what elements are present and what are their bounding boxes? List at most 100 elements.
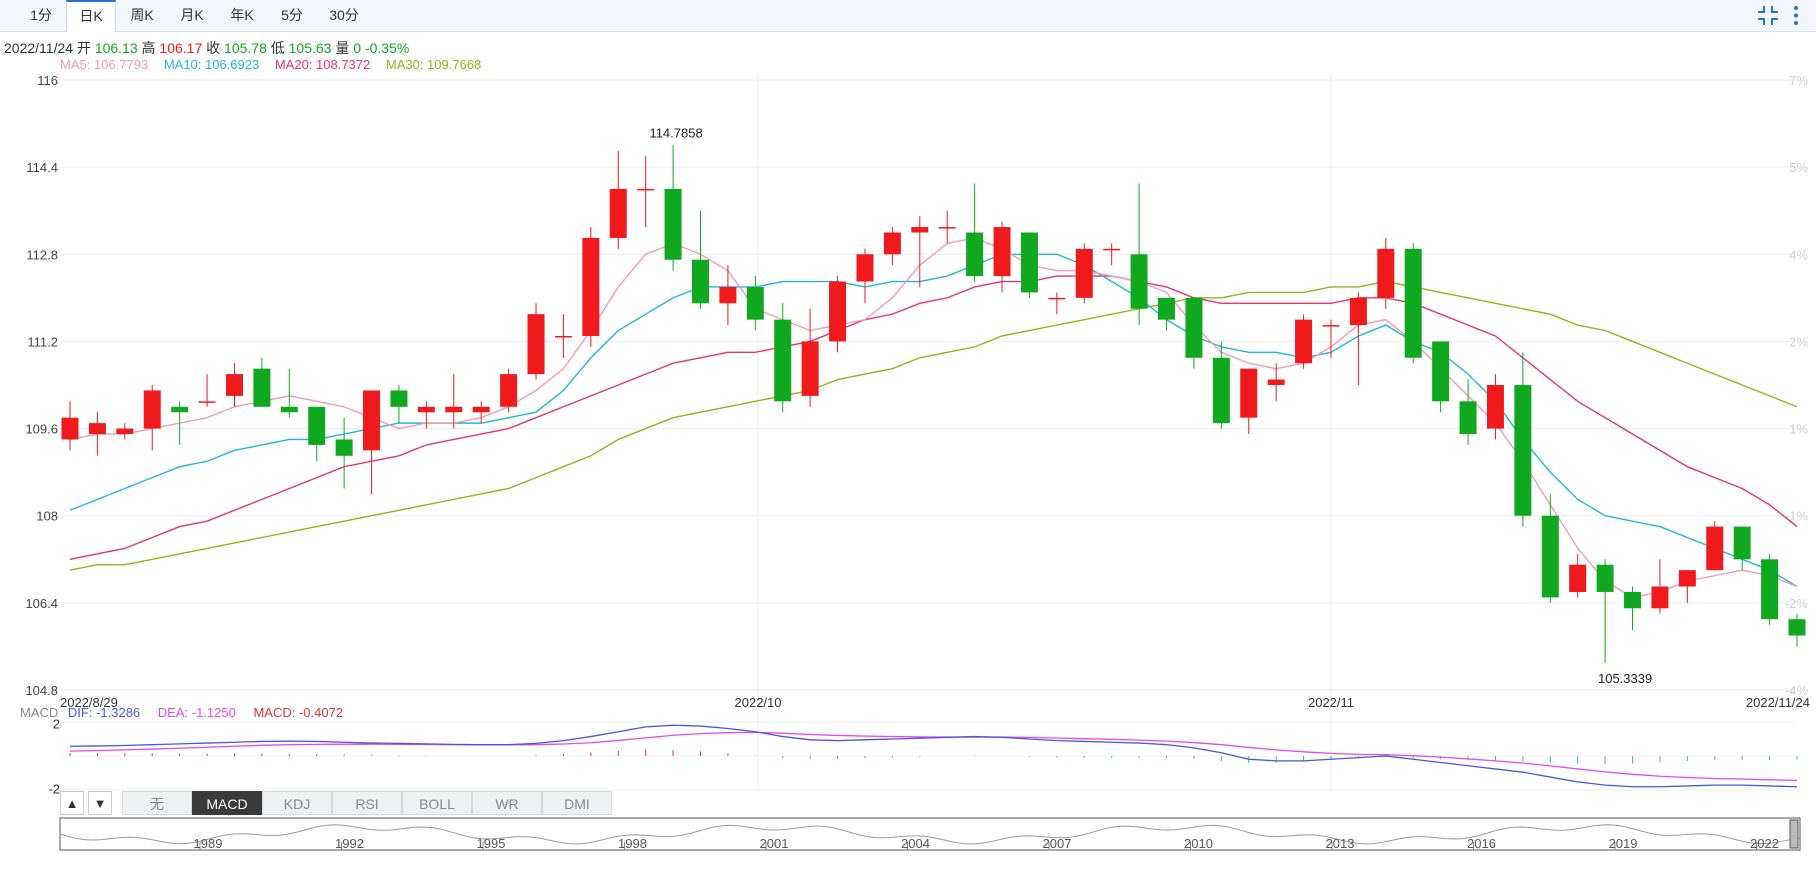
candle-body [280,406,298,413]
tab-1min[interactable]: 1分 [30,7,52,23]
candle-body [1569,564,1587,592]
dif-legend: DIF: -1.3286 [67,705,141,720]
tab-30min[interactable]: 30分 [329,7,359,23]
y-tick-label: 114.4 [26,160,58,175]
overview-year-label: 2007 [1043,836,1072,851]
y-right-tick-label: 4% [1789,247,1808,262]
candle-body [637,188,655,191]
candle-body [143,390,161,429]
ma20-legend: MA20: 108.7372 [274,57,371,72]
tab-weekly-k[interactable]: 周K [130,7,154,23]
candle-body [88,423,106,435]
dif-line [69,724,1798,788]
macd-label: MACD [20,705,59,720]
indicator-macd[interactable]: MACD [192,791,262,815]
y-tick-label: 104.8 [25,683,58,698]
info-date: 2022/11/24 [4,40,74,56]
candle-body [1212,357,1230,424]
overview-year-label: 2019 [1609,836,1638,851]
more-vertical-icon[interactable] [1794,6,1798,25]
candle-body [856,254,874,282]
candle-body [1404,248,1422,358]
macd-panel: 2-2 [48,717,1798,796]
panel-down-arrow-icon[interactable]: ▼ [88,791,112,815]
candle-body [1459,401,1477,435]
volume-label: 量 [335,40,350,56]
dea-legend: DEA: -1.1250 [157,705,236,720]
tab-5min[interactable]: 5分 [281,7,303,23]
period-tab-bar: 1分 日K 周K 月K 年K 5分 30分 [0,0,1816,32]
candle-body [719,286,737,304]
overview-year-label: 2010 [1184,836,1213,851]
price-annotations: 114.7858 105.3339 [649,125,1652,685]
candle-body [198,401,216,403]
ma-lines [69,237,1798,599]
candle-body [1432,341,1450,402]
candle-body [1706,526,1724,571]
indicator-wr[interactable]: WR [472,791,542,815]
low-label: 低 [270,40,285,56]
y-right-tick-label: -1% [1785,509,1809,524]
candle-body [1048,297,1066,300]
indicator-rsi[interactable]: RSI [332,791,402,815]
max-price-annotation: 114.7858 [649,125,702,140]
open-value: 106.13 [94,40,138,56]
candle-body [417,406,435,413]
tab-yearly-k[interactable]: 年K [230,7,254,23]
overview-year-label: 1998 [618,836,647,851]
overview-year-label: 1992 [335,836,364,851]
candle-body [993,227,1011,277]
y-right-tick-label: 5% [1789,160,1808,175]
overview-frame [59,817,1801,851]
candle-body [938,227,956,229]
indicator-kdj[interactable]: KDJ [262,791,332,815]
tab-daily-k[interactable]: 日K [66,0,116,32]
candle-body [664,188,682,260]
candle-body [527,314,545,375]
panel-up-arrow-icon[interactable]: ▲ [60,791,84,815]
candle-body [1541,515,1559,598]
y-tick-label: 106.4 [25,596,58,611]
exit-fullscreen-icon[interactable] [1758,6,1778,25]
macd-value-legend: MACD: -0.4072 [253,705,344,720]
macd-legend: MACD DIF: -1.3286 DEA: -1.1250 MACD: -0.… [20,705,357,720]
candle-body [171,406,189,413]
candle-body [883,232,901,255]
ma10-legend: MA10: 106.6923 [163,57,260,72]
macd-y-tick: -2 [48,781,60,796]
volume-value: 0 [353,40,362,56]
ma-legend: MA5: 106.7793 MA10: 106.6923 MA20: 108.7… [60,57,493,72]
open-label: 开 [76,40,91,56]
candle-body [1761,559,1779,620]
candle-body [1322,325,1340,327]
x-tick-label: 2022/11 [1308,695,1354,710]
candle-body [1295,319,1313,364]
overview-year-label: 2001 [760,836,789,851]
candle-body [1514,385,1532,516]
overview-year-label: 2013 [1326,836,1355,851]
y-right-tick-label: 2% [1789,334,1808,349]
overview-handle [1789,819,1799,849]
tab-monthly-k[interactable]: 月K [180,7,204,23]
y-tick-label: 108 [36,509,58,524]
candle-body [1075,248,1093,298]
x-tick-label: 2022/11/24 [1746,695,1810,710]
ma5-legend: MA5: 106.7793 [60,57,149,72]
y-tick-label: 112.8 [26,247,58,262]
overview-year-label: 2022 [1750,836,1779,851]
close-value: 105.78 [224,40,267,56]
candle-body [1158,297,1176,320]
min-price-annotation: 105.3339 [1598,671,1652,686]
indicator-dmi[interactable]: DMI [542,791,612,815]
candle-body [1486,385,1504,429]
overview-navigator[interactable]: 1989 1992 1995 1998 2001 2004 2007 2010 2013 2016… [59,817,1801,851]
chart-grid [60,75,1795,790]
candle-body [1733,526,1751,560]
candlesticks [61,145,1806,663]
indicator-none[interactable]: 无 [122,791,192,815]
high-value: 106.17 [159,40,203,56]
candle-body [1240,368,1258,418]
indicator-boll[interactable]: BOLL [402,791,472,815]
candle-body [116,428,134,435]
